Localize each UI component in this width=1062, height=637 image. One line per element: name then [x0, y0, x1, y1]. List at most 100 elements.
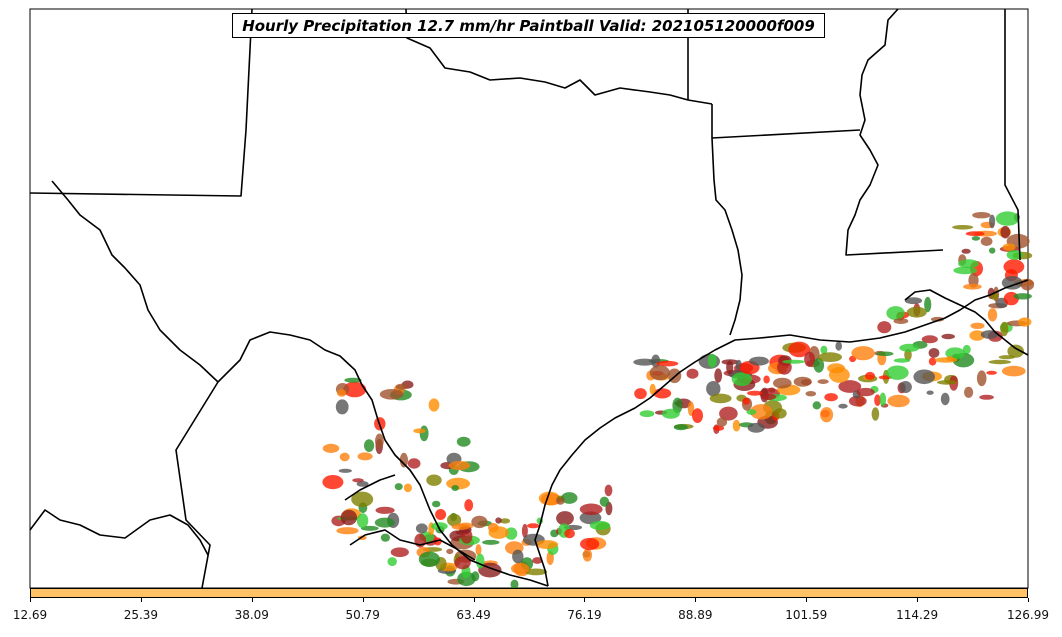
oklahoma-red-river-border: [405, 8, 713, 105]
texas-louisiana-border: [711, 104, 743, 336]
paintball-blob: [893, 358, 911, 363]
paintball-blob: [937, 380, 957, 385]
paintball-blob: [716, 417, 728, 427]
paintball-blob: [921, 335, 938, 344]
colorbar-tick-mark: [584, 598, 586, 602]
louisiana-delta: [904, 289, 1029, 356]
colorbar-tick-mark: [362, 598, 364, 602]
paintball-blob: [524, 568, 548, 576]
paintball-blob: [928, 348, 940, 358]
colorbar-tick-mark: [917, 598, 919, 602]
colorbar-tick-label: 101.59: [785, 608, 828, 622]
paintball-blob: [604, 484, 613, 497]
paintball-blob: [877, 321, 892, 334]
paintball-blob: [432, 500, 441, 508]
paintball-blob: [953, 266, 978, 275]
paintball-blob: [634, 388, 647, 400]
paintball-blob: [899, 343, 920, 352]
paintball-blob: [1018, 317, 1032, 327]
paintball-blob: [732, 419, 741, 432]
paintball-blob: [407, 458, 421, 469]
paintball-blob: [824, 393, 838, 402]
paintball-blob: [726, 360, 734, 375]
paintball-blob: [692, 408, 703, 423]
paintball-blob: [886, 306, 905, 321]
paintball-blob: [535, 540, 559, 549]
paintball-blob: [649, 383, 656, 395]
paintball-blob: [428, 398, 440, 412]
paintball-blob: [527, 523, 540, 529]
paintball-blob: [926, 390, 934, 395]
paintball-blob: [971, 236, 981, 241]
paintball-blob: [782, 359, 805, 364]
paintball-blob: [356, 481, 369, 487]
paintball-blob: [351, 491, 374, 507]
paintball-blob: [451, 523, 470, 530]
paintball-blob: [532, 557, 543, 564]
paintball-blob: [924, 296, 932, 313]
paintball-blob: [499, 518, 511, 524]
paintball-blob: [335, 399, 349, 415]
paintball-blob: [763, 375, 770, 384]
colorbar-tick-label: 114.29: [896, 608, 939, 622]
paintball-blob: [1000, 225, 1011, 239]
paintball-blob: [963, 283, 982, 290]
paintball-blob: [1001, 276, 1023, 290]
paintball-blob: [505, 527, 518, 540]
paintball-blob: [979, 394, 994, 400]
paintball-blob: [1006, 250, 1023, 260]
colorbar-tick-mark: [695, 598, 697, 602]
arkansas-louisiana-border: [711, 129, 861, 139]
paintball-blob: [556, 497, 565, 505]
paintball-blob: [813, 357, 825, 373]
paintball-blob: [793, 376, 812, 387]
paintball-blob: [746, 409, 757, 415]
mississippi-alabama-border: [1004, 9, 1021, 261]
paintball-blob: [482, 539, 500, 545]
colorbar-tick-label: 76.19: [567, 608, 602, 622]
precipitation-paintball-layer: [322, 211, 1035, 590]
paintball-blob: [336, 389, 347, 397]
paintball-blob: [805, 391, 817, 397]
paintball-blob: [930, 316, 945, 322]
paintball-blob: [788, 341, 811, 358]
paintball-blob: [817, 379, 829, 384]
paintball-blob: [435, 509, 447, 520]
paintball-blob: [633, 358, 657, 366]
paintball-blob: [856, 387, 875, 397]
paintball-blob: [599, 496, 610, 507]
paintball-blob: [390, 547, 409, 557]
paintball-blob: [747, 422, 765, 433]
map-title: Hourly Precipitation 12.7 mm/hr Paintbal…: [232, 13, 825, 38]
paintball-blob: [893, 318, 909, 324]
colorbar-tick-label: 25.39: [123, 608, 159, 622]
paintball-blob: [512, 549, 524, 564]
paintball-blob: [471, 515, 488, 529]
paintball-blob: [904, 297, 923, 305]
paintball-blob: [360, 525, 379, 531]
colorbar-tick-mark: [473, 598, 475, 602]
paintball-blob: [965, 231, 985, 237]
paintball-blob: [639, 410, 655, 418]
paintball-blob: [742, 397, 750, 405]
colorbar-tick-label: 12.69: [12, 608, 48, 622]
paintball-blob: [980, 236, 993, 246]
paintball-blob: [773, 377, 792, 389]
paintball-blob: [454, 556, 471, 570]
mexico-state-border-4: [349, 529, 476, 561]
gulf-coastline: [534, 279, 1029, 587]
colorbar-tick-mark: [1028, 598, 1029, 602]
paintball-blob: [413, 428, 426, 434]
paintball-blob: [829, 367, 850, 383]
paintball-blob: [804, 351, 816, 367]
paintball-blob: [1000, 321, 1009, 337]
paintball-blob: [336, 527, 359, 535]
paintball-blob: [958, 259, 979, 269]
paintball-blob: [339, 452, 350, 462]
paintball-blob: [941, 333, 955, 340]
paintball-blob: [415, 523, 428, 534]
colorbar-tick-mark: [806, 598, 808, 602]
paintball-blob: [773, 408, 787, 419]
paintball-blob: [649, 365, 670, 381]
